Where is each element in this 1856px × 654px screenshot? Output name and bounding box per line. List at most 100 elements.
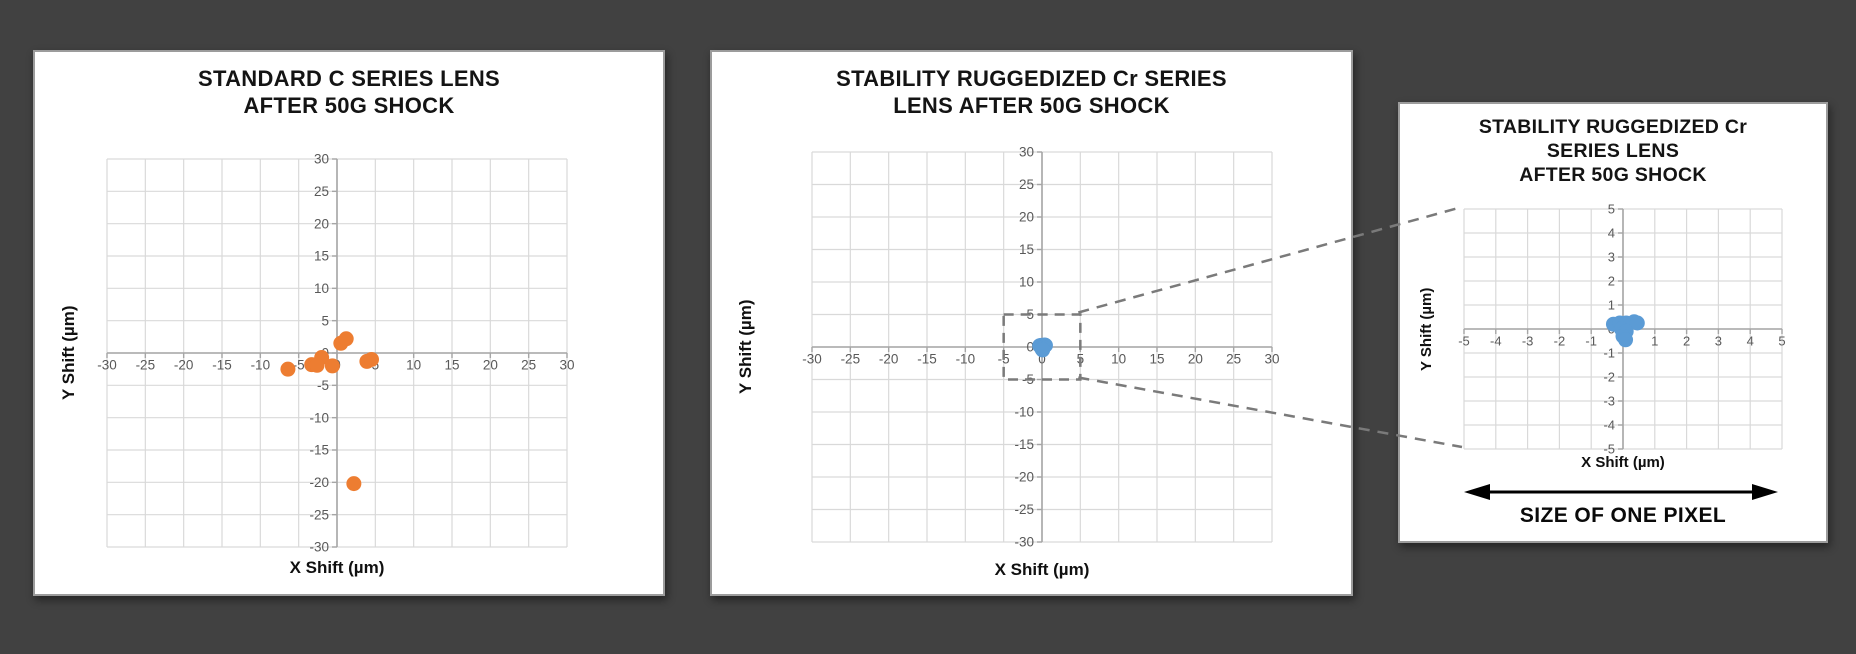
y-axis-label: Y Shift (µm) (1418, 287, 1435, 371)
x-tick-label: 10 (406, 358, 421, 373)
data-point (364, 351, 379, 367)
x-tick-label: 0 (1038, 352, 1046, 367)
scatter-plot-standard-c: -30-25-20-15-10-5051015202530-30-25-20-1… (97, 152, 574, 555)
y-tick-label: 0 (1026, 340, 1034, 355)
x-tick-label: -20 (879, 352, 899, 367)
y-tick-label: -20 (309, 475, 329, 490)
y-tick-label: 4 (1608, 226, 1615, 241)
y-tick-label: -1 (1603, 346, 1615, 361)
x-tick-label: -20 (174, 358, 194, 373)
x-tick-label: 3 (1715, 334, 1722, 349)
data-point (1035, 342, 1051, 358)
x-tick-label: 15 (1149, 352, 1164, 367)
data-points (280, 331, 379, 492)
scatter-plot-ruggedized-cr: -30 -25 -20 -15 -10 -5 0 5 10 15 20 25 30-30-25-20-1… (802, 145, 1279, 550)
x-tick-label: -25 (136, 358, 156, 373)
chart-title: STABILITY RUGGEDIZED Cr SERIES LENS AFTE… (712, 66, 1351, 120)
x-tick-label: 20 (1188, 352, 1203, 367)
x-tick-label: 10 (1111, 352, 1126, 367)
x-axis-label: X Shift (µm) (1581, 454, 1665, 471)
y-tick-label: -25 (1014, 502, 1034, 517)
x-tick-label: 2 (1683, 334, 1690, 349)
tick-marks (106, 158, 568, 548)
data-points (1605, 314, 1645, 348)
data-point (346, 476, 362, 492)
y-tick-label: -4 (1603, 418, 1615, 433)
y-tick-label: -25 (309, 507, 329, 522)
x-tick-label: -3 (1522, 334, 1534, 349)
x-tick-label: 30 (559, 358, 574, 373)
y-tick-label: 30 (314, 152, 329, 167)
data-point (280, 361, 296, 377)
x-tick-label: 5 (1778, 334, 1785, 349)
chart-title-line: SERIES LENS (1546, 139, 1680, 162)
x-tick-label: 1 (1651, 334, 1658, 349)
y-tick-label: 20 (314, 216, 329, 231)
chart-title-line: STANDARD C SERIES LENS (198, 66, 500, 91)
y-tick-label: -10 (309, 410, 329, 425)
x-tick-label: -30 (802, 352, 822, 367)
data-point (1618, 332, 1634, 348)
y-tick-label: 15 (1019, 242, 1034, 257)
data-point (338, 331, 354, 347)
x-tick-label: 30 (1264, 352, 1279, 367)
y-tick-label: 20 (1019, 210, 1034, 225)
x-tick-label: -15 (917, 352, 937, 367)
x-tick-label: -2 (1554, 334, 1566, 349)
y-tick-label: 10 (1019, 275, 1034, 290)
chart-title-line: AFTER 50G SHOCK (243, 92, 455, 118)
x-tick-label: -30 (97, 358, 117, 373)
x-tick-label: -25 (841, 352, 861, 367)
x-tick-label: -4 (1490, 334, 1502, 349)
x-tick-label: -5 (1458, 334, 1470, 349)
x-tick-label: -10 (956, 352, 976, 367)
y-tick-label: 3 (1608, 250, 1615, 265)
x-tick-label: 20 (483, 358, 498, 373)
y-tick-label: 5 (1608, 202, 1615, 217)
y-tick-label: 25 (1019, 177, 1034, 192)
y-tick-label: -15 (309, 443, 329, 458)
y-tick-label: -5 (1603, 442, 1615, 457)
chart-title: STABILITY RUGGEDIZED Cr SERIES LENS AFTE… (1400, 116, 1826, 187)
scatter-plot-ruggedized-cr-zoom: -5-4-3-2-1012345-5-4-3-2-1012345 (1458, 202, 1785, 457)
x-tick-label: -1 (1585, 334, 1597, 349)
data-point (1629, 315, 1645, 331)
x-axis-label: X Shift (µm) (289, 558, 385, 577)
chart-card-ruggedized-cr-zoom: STABILITY RUGGEDIZED Cr SERIES LENS AFTE… (1398, 102, 1828, 543)
zoom-region-box (1002, 313, 1082, 381)
x-tick-label: 4 (1747, 334, 1754, 349)
x-tick-label: 25 (521, 358, 536, 373)
y-tick-label: -2 (1603, 370, 1615, 385)
x-tick-label: -15 (212, 358, 232, 373)
y-axis-label: Y Shift (µm) (736, 299, 755, 395)
y-tick-label: 15 (314, 249, 329, 264)
y-tick-label: -5 (317, 378, 329, 393)
y-tick-label: -30 (1014, 535, 1034, 550)
chart-title-line: STABILITY RUGGEDIZED Cr SERIES (836, 66, 1227, 91)
x-tick-label: 15 (444, 358, 459, 373)
data-point (324, 358, 340, 374)
chart-card-standard-c-lens: STANDARD C SERIES LENS AFTER 50G SHOCK Y… (33, 50, 665, 596)
y-tick-label: 10 (314, 281, 329, 296)
chart-title-line: STABILITY RUGGEDIZED Cr (1478, 116, 1748, 138)
y-tick-label: -20 (1014, 470, 1034, 485)
y-tick-label: 5 (321, 313, 329, 328)
chart-title: STANDARD C SERIES LENS AFTER 50G SHOCK (35, 66, 663, 120)
pixel-size-caption: SIZE OF ONE PIXEL (1519, 504, 1727, 527)
y-tick-label: 1 (1608, 298, 1615, 313)
data-points (1032, 337, 1053, 358)
x-tick-label: -10 (251, 358, 271, 373)
y-tick-label: 30 (1019, 145, 1034, 160)
y-tick-label: -15 (1014, 437, 1034, 452)
y-axis-label: Y Shift (µm) (59, 305, 78, 401)
y-tick-label: -10 (1014, 405, 1034, 420)
x-axis-label: X Shift (µm) (994, 560, 1090, 579)
chart-title-line: LENS AFTER 50G SHOCK (893, 92, 1170, 118)
data-point (309, 357, 325, 373)
y-tick-label: 2 (1608, 274, 1615, 289)
x-tick-label: 25 (1226, 352, 1241, 367)
y-tick-label: -3 (1603, 394, 1615, 409)
x-tick-label: -5 (293, 358, 305, 373)
chart-card-ruggedized-cr-lens: STABILITY RUGGEDIZED Cr SERIES LENS AFTE… (710, 50, 1353, 596)
